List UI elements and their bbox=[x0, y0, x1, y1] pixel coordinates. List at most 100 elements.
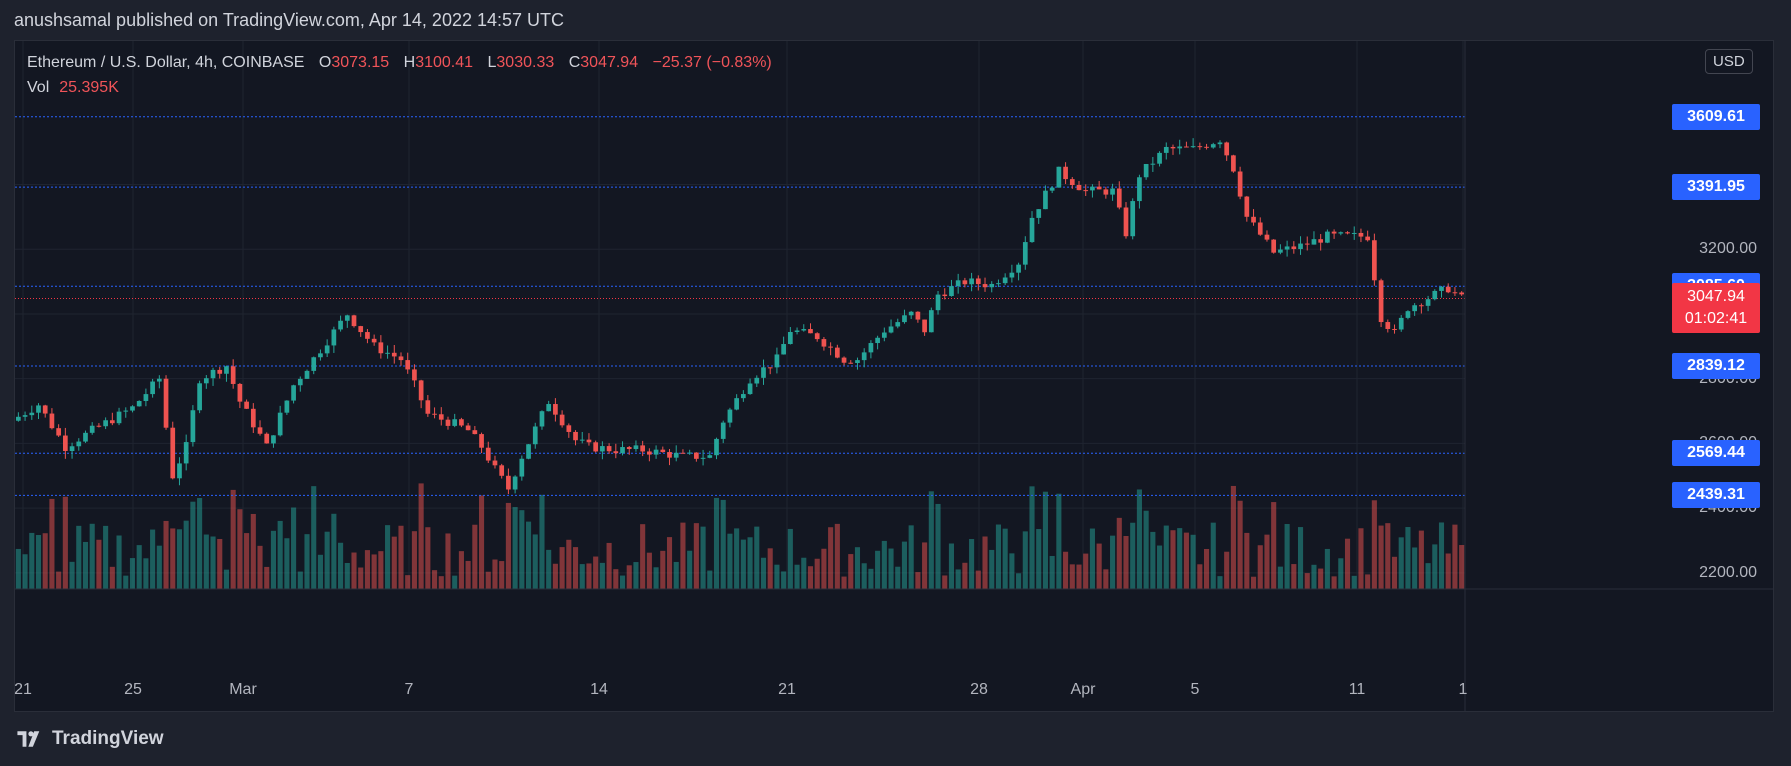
volume-bar bbox=[1183, 532, 1189, 589]
candle-body bbox=[593, 442, 599, 452]
candle-body bbox=[761, 367, 766, 378]
volume-bar bbox=[1123, 535, 1129, 589]
candle-body bbox=[680, 452, 686, 454]
volume-bar bbox=[1130, 522, 1136, 589]
volume-bar bbox=[452, 575, 458, 589]
volume-bar bbox=[1338, 558, 1344, 589]
volume-bar bbox=[673, 561, 679, 589]
candle-body bbox=[881, 332, 887, 338]
candle-body bbox=[284, 400, 290, 413]
volume-bar bbox=[284, 538, 290, 589]
volume-bar bbox=[1277, 566, 1283, 589]
volume-bar bbox=[1136, 489, 1142, 589]
candle-body bbox=[673, 452, 679, 458]
time-axis-label: 21 bbox=[778, 681, 796, 698]
volume-bar bbox=[1197, 564, 1203, 589]
candle-body bbox=[1439, 286, 1444, 291]
candle-body bbox=[42, 405, 48, 414]
volume-bar bbox=[217, 538, 223, 589]
volume-bar bbox=[96, 539, 102, 589]
high-label: H bbox=[403, 54, 416, 71]
candle-body bbox=[660, 449, 666, 453]
volume-bar bbox=[868, 568, 874, 589]
candle-body bbox=[1157, 152, 1162, 164]
candle-body bbox=[1076, 185, 1082, 191]
candle-body bbox=[304, 370, 310, 379]
volume-bar bbox=[915, 572, 921, 589]
volume-bar bbox=[814, 558, 820, 589]
symbol-title[interactable]: Ethereum / U.S. Dollar, 4h, COINBASE bbox=[27, 54, 305, 71]
chart-pane[interactable]: Ethereum / U.S. Dollar, 4h, COINBASE O30… bbox=[14, 40, 1774, 712]
candle-body bbox=[1143, 163, 1149, 178]
candle-body bbox=[358, 326, 364, 333]
volume-bar bbox=[103, 525, 109, 589]
volume-bar bbox=[1210, 522, 1216, 589]
candle-body bbox=[613, 451, 619, 454]
candle-body bbox=[1412, 305, 1418, 312]
candle-body bbox=[1318, 239, 1324, 243]
time-axis-label: Mar bbox=[229, 681, 257, 698]
volume-bar bbox=[485, 571, 491, 589]
tradingview-brand[interactable]: TradingView bbox=[14, 728, 164, 750]
candle-body bbox=[271, 435, 276, 444]
volume-bar bbox=[1291, 564, 1297, 589]
volume-bar bbox=[1110, 535, 1116, 589]
volume-bar bbox=[1378, 525, 1384, 589]
volume-bar bbox=[385, 525, 391, 589]
volume-bar bbox=[975, 570, 981, 589]
volume-bar bbox=[1116, 517, 1122, 589]
candle-body bbox=[49, 413, 55, 429]
candle-body bbox=[553, 404, 558, 415]
volume-bar bbox=[311, 486, 317, 589]
candle-body bbox=[62, 435, 68, 451]
candle-body bbox=[1459, 292, 1464, 295]
candle-body bbox=[949, 286, 954, 297]
candle-body bbox=[250, 408, 256, 428]
volume-bar bbox=[989, 549, 995, 589]
candle-body bbox=[177, 463, 182, 479]
volume-bar bbox=[458, 551, 464, 589]
volume-bar bbox=[1425, 563, 1431, 589]
candle-body bbox=[519, 458, 525, 477]
candle-body bbox=[908, 311, 914, 316]
candle-body bbox=[1231, 155, 1236, 172]
candle-body bbox=[244, 401, 249, 409]
candle-body bbox=[747, 383, 753, 395]
currency-button[interactable]: USD bbox=[1705, 49, 1753, 74]
candle-body bbox=[344, 315, 350, 321]
volume-bar bbox=[734, 528, 740, 589]
candle-body bbox=[16, 416, 21, 421]
volume-bar bbox=[1022, 531, 1028, 589]
volume-bar bbox=[1083, 553, 1089, 589]
volume-bar bbox=[807, 566, 814, 589]
volume-bar bbox=[861, 563, 867, 589]
candle-body bbox=[1378, 280, 1384, 323]
candle-body bbox=[895, 322, 901, 327]
candle-body bbox=[989, 283, 995, 288]
candle-body bbox=[1036, 209, 1042, 218]
candle-body bbox=[331, 329, 337, 346]
tradingview-logo-icon bbox=[17, 731, 40, 747]
volume-bar bbox=[1177, 528, 1183, 589]
volume-bar bbox=[291, 507, 297, 589]
candle-body bbox=[385, 352, 390, 354]
volume-bar bbox=[640, 524, 646, 589]
candlestick-chart[interactable] bbox=[15, 41, 1773, 711]
candle-body bbox=[1398, 317, 1404, 330]
candle-body bbox=[398, 356, 404, 361]
volume-bar bbox=[559, 547, 565, 589]
volume-bar bbox=[1016, 573, 1022, 589]
candle-body bbox=[996, 283, 1001, 285]
volume-bar bbox=[82, 541, 89, 589]
candle-body bbox=[1372, 240, 1377, 281]
candle-body bbox=[412, 369, 417, 381]
candle-body bbox=[1338, 232, 1344, 234]
price-level-tag: 3609.61 bbox=[1672, 103, 1760, 130]
candle-body bbox=[727, 409, 733, 423]
candle-body bbox=[767, 367, 773, 369]
volume-bar bbox=[895, 566, 901, 589]
volume-bar bbox=[1009, 553, 1015, 589]
candle-body bbox=[1351, 232, 1357, 234]
volume-bar bbox=[163, 520, 169, 589]
volume-bar bbox=[378, 551, 384, 589]
